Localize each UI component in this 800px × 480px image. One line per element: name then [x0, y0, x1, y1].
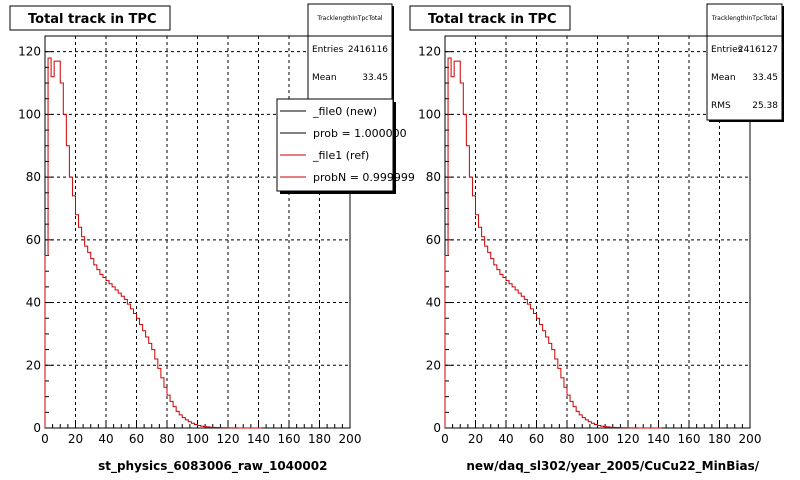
- legend-label: prob = 1.000000: [313, 127, 407, 140]
- stats-box: [706, 3, 783, 121]
- title-box: [9, 5, 171, 31]
- chart-title: Total track in TPC: [28, 12, 157, 27]
- x-tick-label: 80: [559, 432, 574, 446]
- y-tick-label: 20: [426, 358, 441, 372]
- x-tick-label: 60: [129, 432, 144, 446]
- x-tick-label: 140: [247, 432, 270, 446]
- stats-label: RMS: [711, 101, 731, 111]
- stats-label: Mean: [711, 73, 736, 83]
- chart-title: Total track in TPC: [428, 12, 557, 27]
- histogram-panel-1: 0 20 40 60 80 100 120 140 160 180 200 0 20 40 60 80 100 1…: [9, 3, 415, 474]
- legend-label: probN = 0.999999: [313, 171, 415, 184]
- y-tick-label: 60: [26, 233, 41, 247]
- x-tick-label: 180: [708, 432, 731, 446]
- x-tick-label: 20: [68, 432, 83, 446]
- y-tick-label: 100: [18, 107, 41, 121]
- stats-label: Entries: [312, 45, 344, 55]
- y-tick-label: 40: [26, 296, 41, 310]
- stats-name: TracklengthInTpcTotal: [316, 15, 383, 22]
- title-box: [409, 5, 571, 31]
- x-tick-label: 160: [278, 432, 301, 446]
- x-tick-label: 100: [586, 432, 609, 446]
- plot-frame: [44, 35, 351, 429]
- x-axis-label: st_physics_6083006_raw_1040002: [98, 459, 327, 474]
- y-tick-label: 20: [26, 358, 41, 372]
- stats-name: TracklengthInTpcTotal: [711, 15, 778, 22]
- stats-label: Mean: [312, 73, 337, 83]
- x-tick-label: 100: [186, 432, 209, 446]
- x-tick-label: 160: [678, 432, 701, 446]
- stats-value: 33.45: [362, 73, 388, 83]
- x-tick-label: 40: [498, 432, 513, 446]
- legend-label: _file0 (new): [312, 105, 377, 118]
- x-tick-label: 120: [617, 432, 640, 446]
- x-tick-label: 0: [41, 432, 49, 446]
- legend-label: _file1 (ref): [312, 149, 369, 162]
- y-tick-label: 120: [418, 45, 441, 59]
- stats-label: Entries: [711, 45, 743, 55]
- histogram-panel-2: 0 20 40 60 80 100 120 140 160 180 200 0 20 40 60 80 100 1…: [409, 3, 784, 474]
- x-tick-label: 60: [529, 432, 544, 446]
- y-tick-label: 120: [18, 45, 41, 59]
- x-tick-label: 20: [468, 432, 483, 446]
- histogram-series-1: [44, 57, 262, 429]
- x-tick-label: 40: [98, 432, 113, 446]
- y-tick-label: 80: [26, 170, 41, 184]
- y-tick-label: 60: [426, 233, 441, 247]
- histogram-series-1: [444, 57, 662, 429]
- y-tick-label: 80: [426, 170, 441, 184]
- x-tick-label: 80: [159, 432, 174, 446]
- y-tick-label: 100: [418, 107, 441, 121]
- plot-frame: [444, 35, 751, 429]
- x-tick-label: 180: [308, 432, 331, 446]
- stats-value: 2416127: [738, 45, 778, 55]
- y-tick-label: 40: [426, 296, 441, 310]
- x-tick-label: 0: [441, 432, 449, 446]
- x-tick-label: 200: [339, 432, 362, 446]
- x-tick-label: 200: [739, 432, 762, 446]
- y-tick-label: 0: [33, 421, 41, 435]
- legend-box: [276, 98, 394, 192]
- stats-value: 25.38: [752, 101, 778, 111]
- x-tick-label: 120: [217, 432, 240, 446]
- y-tick-label: 0: [433, 421, 441, 435]
- stats-value: 2416116: [348, 45, 388, 55]
- x-axis-label: new/daq_sl302/year_2005/CuCu22_MinBias/: [466, 459, 759, 474]
- x-tick-label: 140: [647, 432, 670, 446]
- stats-value: 33.45: [752, 73, 778, 83]
